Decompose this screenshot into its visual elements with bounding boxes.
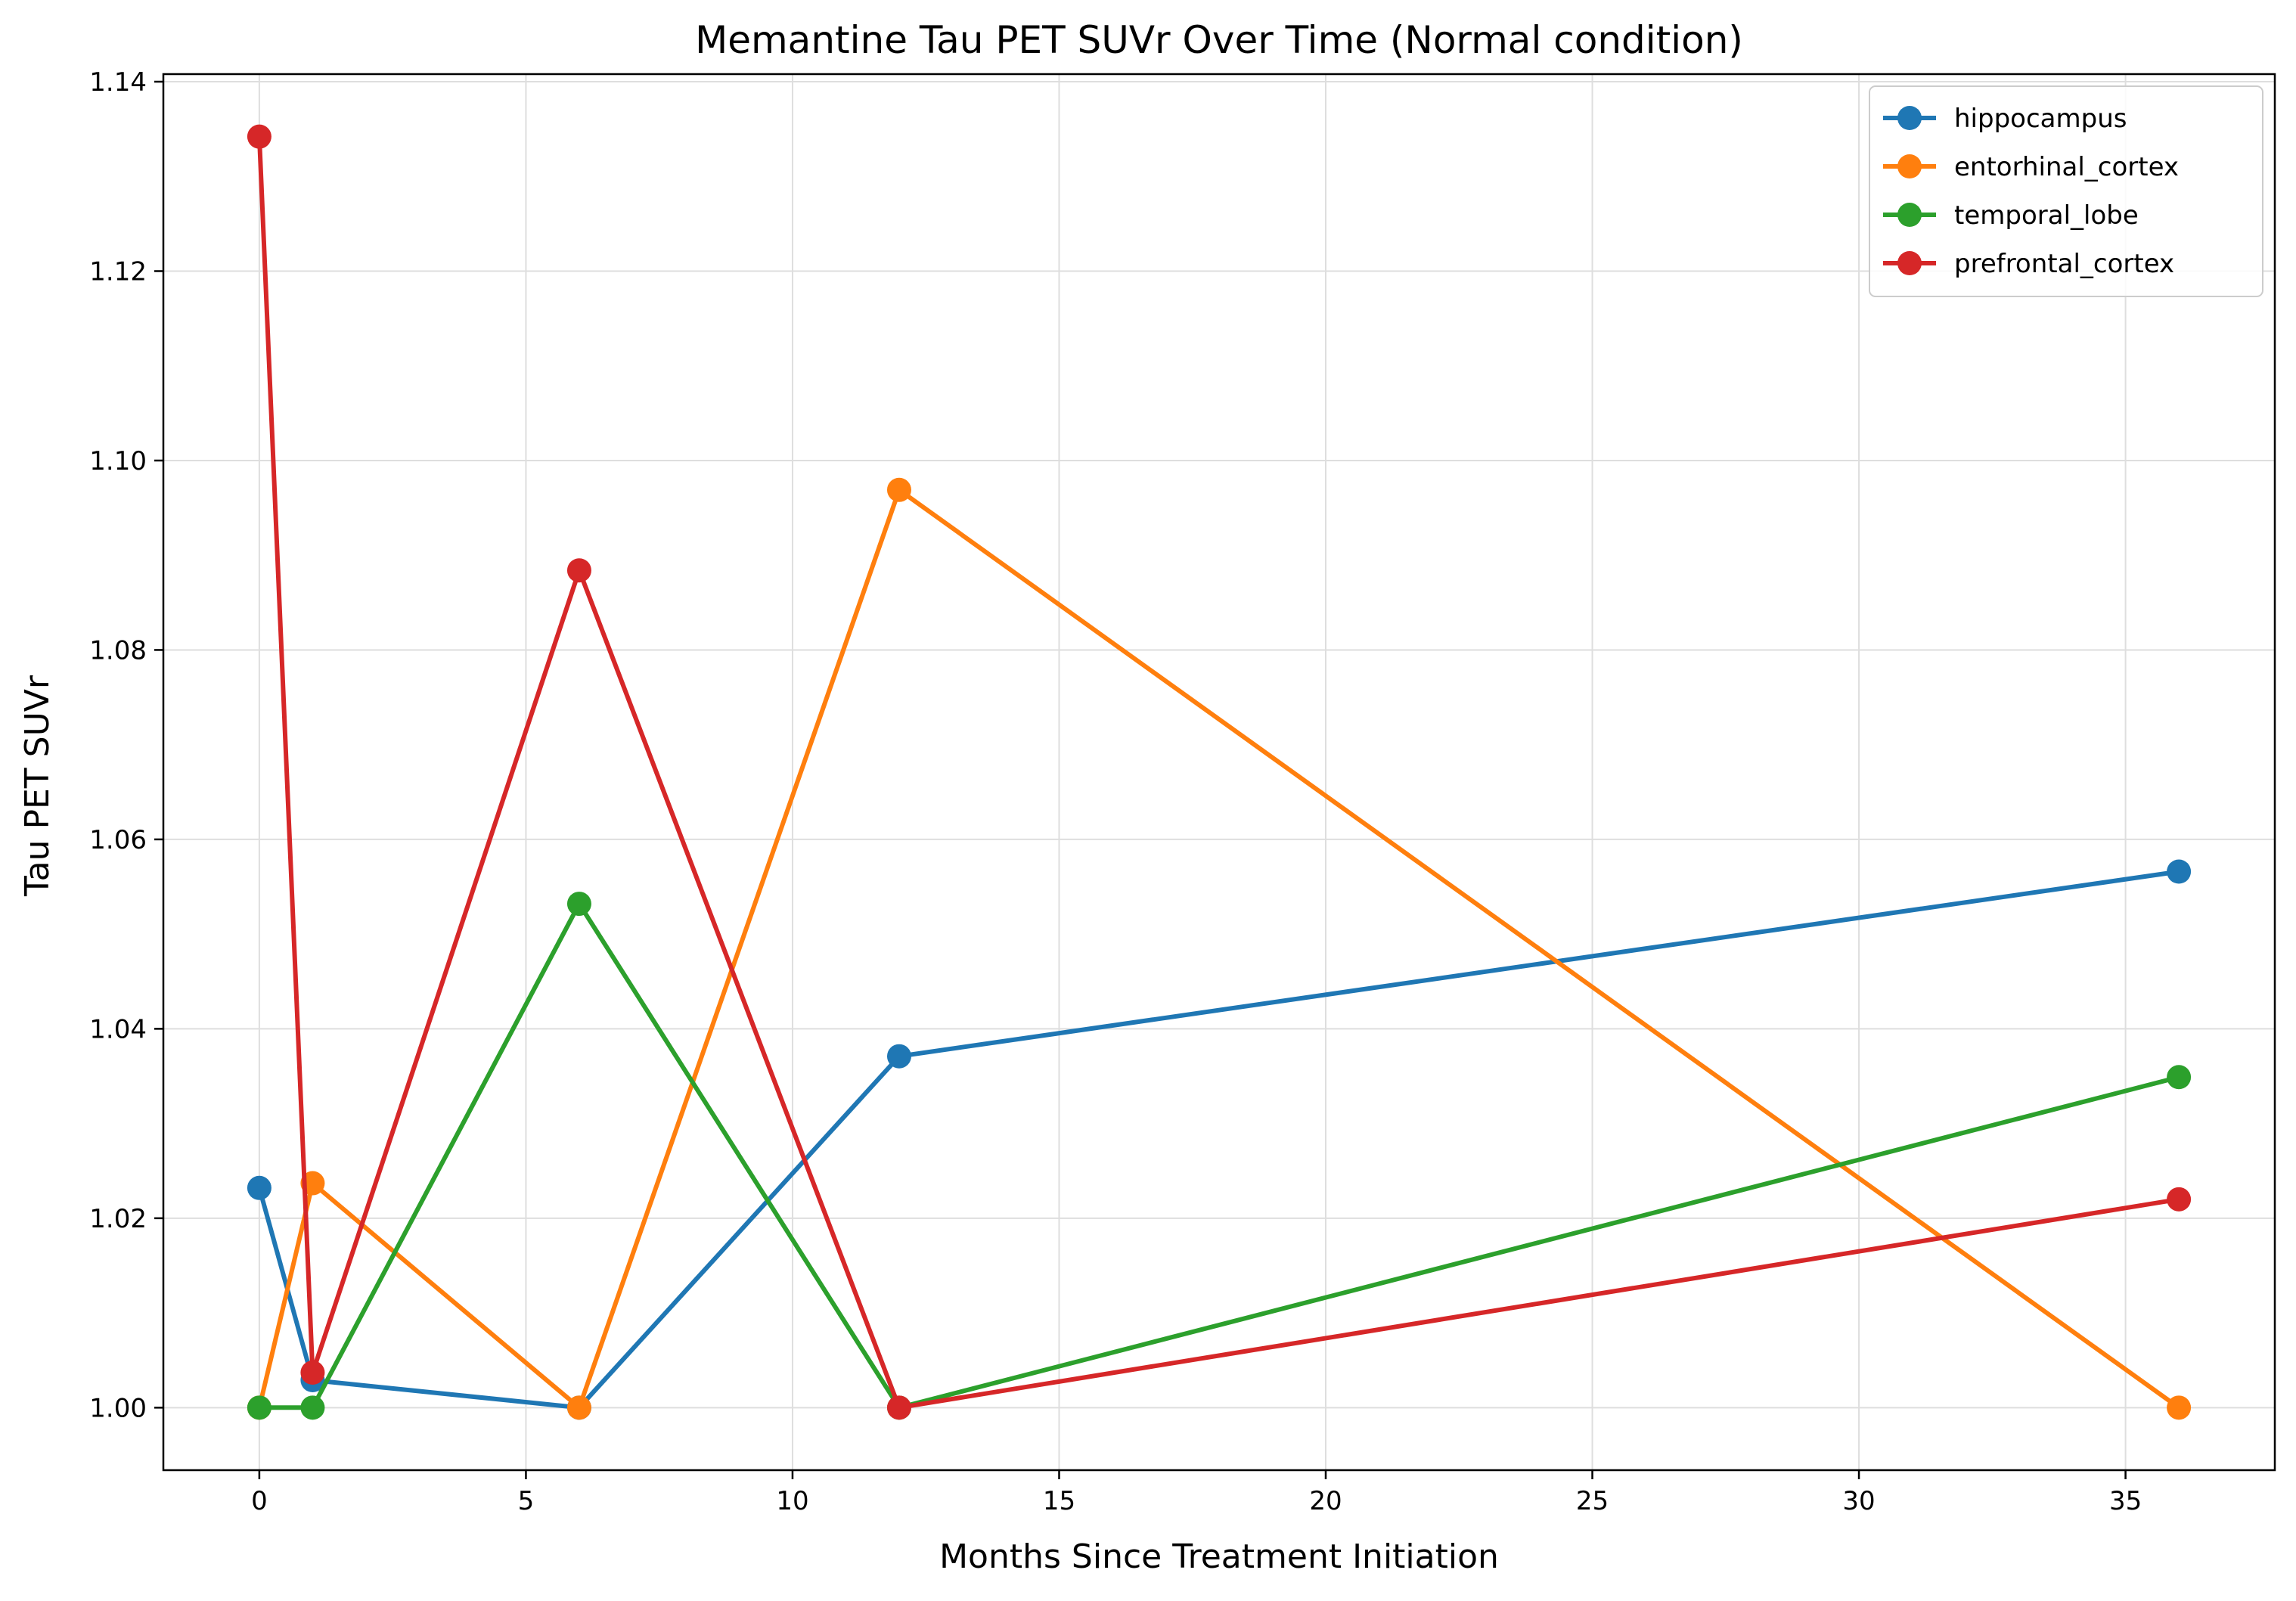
legend-label: entorhinal_cortex <box>1954 152 2179 182</box>
y-tick-label: 1.10 <box>89 446 147 476</box>
legend-marker <box>1897 106 1922 130</box>
x-tick-label: 5 <box>518 1486 535 1516</box>
legend-marker <box>1897 203 1922 227</box>
data-point <box>2167 1065 2192 1090</box>
x-tick-label: 0 <box>251 1486 268 1516</box>
grid-lines <box>163 74 2275 1470</box>
legend-label: temporal_lobe <box>1954 200 2139 231</box>
legend-marker <box>1897 154 1922 178</box>
plot-area-frame <box>162 73 2276 1472</box>
legend-label: hippocampus <box>1954 104 2127 134</box>
y-tick-label: 1.14 <box>89 67 147 98</box>
data-point <box>247 124 271 149</box>
y-axis-label: Tau PET SUVr <box>18 675 57 897</box>
legend-item: hippocampus <box>1883 104 2127 134</box>
data-point <box>300 1395 325 1420</box>
y-tick-label: 1.06 <box>89 825 147 855</box>
legend-box <box>1869 85 2263 297</box>
x-axis-label: Months Since Treatment Initiation <box>939 1537 1499 1576</box>
x-tick-label: 30 <box>1842 1486 1875 1516</box>
legend-item: temporal_lobe <box>1883 200 2139 231</box>
y-tick-label: 1.00 <box>89 1393 147 1423</box>
data-point <box>566 558 591 583</box>
series-lines <box>247 124 2192 1420</box>
legend-marker <box>1897 251 1922 275</box>
series-prefrontal-cortex <box>247 124 2192 1420</box>
legend-item: entorhinal_cortex <box>1883 152 2179 182</box>
y-tick-label: 1.12 <box>89 256 147 287</box>
data-point <box>2167 1187 2192 1212</box>
legend-label: prefrontal_cortex <box>1954 249 2174 279</box>
data-point <box>2167 1395 2192 1420</box>
chart-title: Memantine Tau PET SUVr Over Time (Normal… <box>695 18 1743 62</box>
data-point <box>566 1395 591 1420</box>
data-point <box>566 892 591 917</box>
data-point <box>886 1395 911 1420</box>
data-point <box>886 1044 911 1069</box>
data-point <box>2167 859 2192 884</box>
legend: hippocampus entorhinal_cortex temporal_lob… <box>1869 85 2263 297</box>
x-tick-label: 20 <box>1309 1486 1342 1516</box>
x-tick-label: 35 <box>2109 1486 2142 1516</box>
x-tick-label: 10 <box>776 1486 808 1516</box>
axes: 0 5 10 15 20 25 30 35 1.00 1.02 1.04 1.06 1.08 1.10 1.… <box>89 67 2142 1516</box>
legend-item: prefrontal_cortex <box>1883 249 2174 279</box>
y-tick-label: 1.02 <box>89 1204 147 1234</box>
data-point <box>247 1175 271 1200</box>
x-tick-label: 25 <box>1576 1486 1609 1516</box>
data-point <box>300 1361 325 1385</box>
data-point <box>247 1395 271 1420</box>
y-tick-label: 1.04 <box>89 1014 147 1044</box>
y-tick-label: 1.08 <box>89 635 147 666</box>
x-tick-label: 15 <box>1043 1486 1075 1516</box>
data-point <box>886 477 911 502</box>
